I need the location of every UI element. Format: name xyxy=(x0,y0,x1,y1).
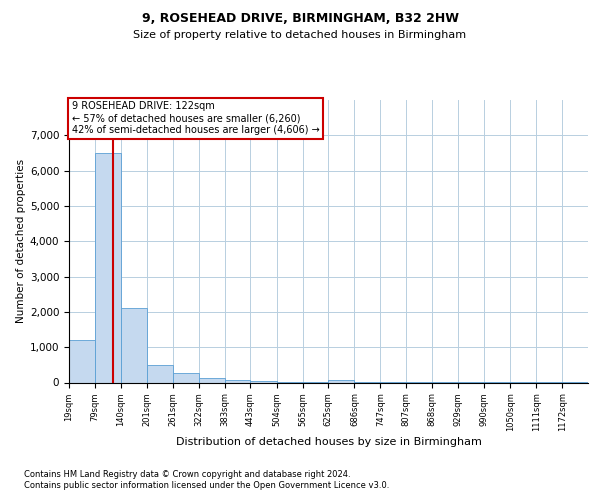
Bar xyxy=(69,340,95,382)
Bar xyxy=(328,380,355,382)
Text: Contains public sector information licensed under the Open Government Licence v3: Contains public sector information licen… xyxy=(24,481,389,490)
Text: 9 ROSEHEAD DRIVE: 122sqm
← 57% of detached houses are smaller (6,260)
42% of sem: 9 ROSEHEAD DRIVE: 122sqm ← 57% of detach… xyxy=(71,102,319,134)
Bar xyxy=(121,308,147,382)
Bar xyxy=(95,153,121,382)
Text: 9, ROSEHEAD DRIVE, BIRMINGHAM, B32 2HW: 9, ROSEHEAD DRIVE, BIRMINGHAM, B32 2HW xyxy=(142,12,458,26)
X-axis label: Distribution of detached houses by size in Birmingham: Distribution of detached houses by size … xyxy=(176,437,481,447)
Text: Size of property relative to detached houses in Birmingham: Size of property relative to detached ho… xyxy=(133,30,467,40)
Bar xyxy=(225,380,250,382)
Y-axis label: Number of detached properties: Number of detached properties xyxy=(16,159,26,324)
Bar xyxy=(199,378,225,382)
Text: Contains HM Land Registry data © Crown copyright and database right 2024.: Contains HM Land Registry data © Crown c… xyxy=(24,470,350,479)
Bar xyxy=(147,365,173,382)
Bar xyxy=(173,373,199,382)
